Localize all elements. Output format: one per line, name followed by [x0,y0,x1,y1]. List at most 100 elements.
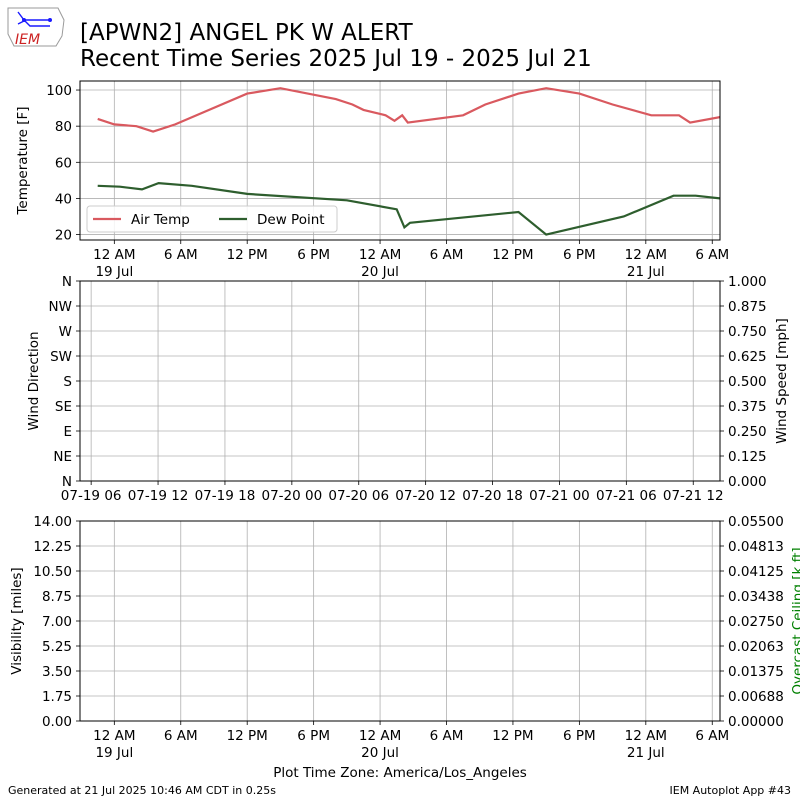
y2-tick-label: 0.04125 [728,564,784,580]
x-tick-label: 12 PM [492,247,533,263]
y-axis-label: Wind Direction [26,331,42,430]
x-tick-label: 12 AM [359,728,401,744]
x-date-label: 19 Jul [95,264,133,280]
chart-title-line2: Recent Time Series 2025 Jul 19 - 2025 Ju… [80,46,592,72]
x-tick-label: 6 PM [297,247,330,263]
plot-frame [79,280,721,482]
plot-frame [79,80,721,241]
y2-tick-label: 0.875 [728,299,767,315]
y-tick-label: 40 [55,191,72,207]
y-tick-label: 0.00 [42,714,72,730]
iem-logo-text: IEM [15,32,40,48]
x-tick-label: 6 AM [164,728,198,744]
y-axis-label: Temperature [F] [15,106,31,215]
x-tick-label: 6 AM [164,247,198,263]
y2-tick-label: 0.125 [728,449,767,465]
y2-tick-label: 0.00688 [728,689,784,705]
x-tick-label: 07-21 06 [596,488,657,504]
y-tick-label: 20 [55,228,72,244]
y2-tick-label: 0.250 [728,424,767,440]
y2-tick-label: 0.02750 [728,614,784,630]
generated-footer: Generated at 21 Jul 2025 10:46 AM CDT in… [8,784,276,797]
x-tick-label: 12 AM [625,247,667,263]
y2-axis-label: Wind Speed [mph] [774,318,790,444]
y2-tick-label: 0.00000 [728,714,784,730]
x-tick-label: 07-19 18 [195,488,256,504]
dew-point-line [97,181,720,236]
x-date-label: 21 Jul [627,264,665,280]
chart-title-line1: [APWN2] ANGEL PK W ALERT [80,20,414,46]
x-tick-label: 07-21 12 [663,488,724,504]
x-tick-label: 12 AM [625,728,667,744]
legend-box [86,205,338,233]
y2-tick-label: 0.000 [728,474,767,490]
x-date-label: 19 Jul [95,745,133,761]
y-tick-label: SW [50,349,72,365]
y-tick-label: 8.75 [42,589,72,605]
air-temp-line [97,87,720,133]
y-tick-label: SE [55,399,72,415]
x-tick-label: 07-20 06 [328,488,389,504]
plot-frame [79,520,721,722]
y-tick-label: 5.25 [42,639,72,655]
y-tick-label: S [63,374,72,390]
wind-panel: 07-19 06 07-19 12 07-19 18 07-20 00 07-20 06… [26,274,790,504]
y2-tick-label: 0.01375 [728,664,784,680]
x-date-label: 20 Jul [361,745,399,761]
y-tick-label: 10.50 [33,564,72,580]
y2-tick-label: 0.02063 [728,639,784,655]
y-tick-label: 80 [55,119,72,135]
y2-tick-label: 1.000 [728,274,767,290]
y2-tick-label: 0.500 [728,374,767,390]
x-tick-label: 07-19 06 [61,488,122,504]
x-tick-label: 07-19 12 [128,488,189,504]
x-tick-label: 07-20 00 [261,488,322,504]
x-tick-label: 6 PM [563,728,596,744]
x-date-label: 20 Jul [361,264,399,280]
x-tick-label: 12 AM [93,247,135,263]
legend: Air Temp Dew Point [86,205,338,233]
x-tick-label: 6 AM [695,728,729,744]
y2-tick-label: 0.04813 [728,539,784,555]
x-tick-label: 6 AM [430,728,464,744]
temperature-panel: 12 AM 6 AM 12 PM 6 PM 12 AM 6 AM 12 PM 6 PM 12 A… [15,80,729,280]
y-tick-label: 100 [46,83,72,99]
y-tick-label: 60 [55,155,72,171]
y-tick-label: 3.50 [42,664,72,680]
y-axis-label: Visibility [miles] [9,567,25,674]
x-tick-label: 07-20 12 [395,488,456,504]
y-tick-label: 7.00 [42,614,72,630]
legend-label: Air Temp [131,212,190,228]
iem-logo: IEM [7,7,65,48]
y-tick-label: 14.00 [33,514,72,530]
y-tick-label: W [59,324,72,340]
x-tick-label: 6 PM [563,247,596,263]
x-tick-label: 12 PM [227,728,268,744]
x-tick-label: 6 AM [695,247,729,263]
app-footer: IEM Autoplot App #43 [670,784,792,797]
y-tick-label: 12.25 [33,539,72,555]
y2-axis-label: Overcast Ceiling [k ft] [790,547,800,694]
y2-tick-label: 0.03438 [728,589,784,605]
y2-tick-label: 0.625 [728,349,767,365]
visibility-panel: 12 AM 6 AM 12 PM 6 PM 12 AM 6 AM 12 PM 6 PM 12 A… [9,514,800,761]
x-date-label: 21 Jul [627,745,665,761]
y-tick-label: E [63,424,72,440]
y-tick-label: N [62,474,72,490]
x-tick-label: 12 PM [227,247,268,263]
y-tick-label: N [62,274,72,290]
y2-tick-label: 0.375 [728,399,767,415]
y2-tick-label: 0.750 [728,324,767,340]
legend-label: Dew Point [257,212,325,228]
timezone-label: Plot Time Zone: America/Los_Angeles [273,765,527,781]
x-tick-label: 6 PM [297,728,330,744]
x-tick-label: 12 AM [93,728,135,744]
x-tick-label: 12 AM [359,247,401,263]
y-tick-label: NE [53,449,72,465]
y-tick-label: NW [49,299,72,315]
x-tick-label: 12 PM [492,728,533,744]
y2-tick-label: 0.05500 [728,514,784,530]
x-tick-label: 07-20 18 [462,488,523,504]
y-tick-label: 1.75 [42,689,72,705]
